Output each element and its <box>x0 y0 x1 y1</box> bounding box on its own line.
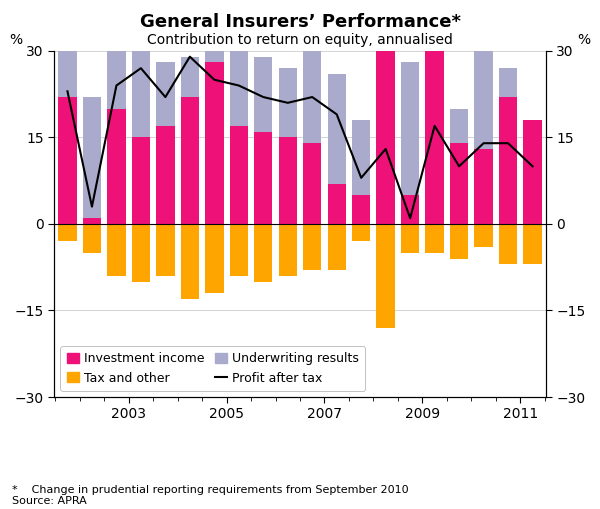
Text: General Insurers’ Performance*: General Insurers’ Performance* <box>139 13 461 31</box>
Bar <box>523 224 542 264</box>
Profit after tax <box>358 175 365 181</box>
Bar <box>401 63 419 224</box>
Bar <box>132 137 150 224</box>
Bar <box>230 51 248 224</box>
Bar <box>376 224 395 328</box>
Bar <box>205 22 224 224</box>
Bar <box>278 137 297 224</box>
Profit after tax <box>505 140 512 146</box>
Profit after tax <box>260 94 267 100</box>
Bar <box>58 97 77 224</box>
Bar <box>401 195 419 224</box>
Bar <box>450 224 468 259</box>
Profit after tax <box>162 94 169 100</box>
Bar <box>425 51 444 224</box>
Bar <box>328 74 346 224</box>
Profit after tax <box>88 204 95 210</box>
Bar <box>499 68 517 224</box>
Bar <box>376 51 395 224</box>
Profit after tax <box>186 53 193 60</box>
Bar <box>156 63 175 224</box>
Bar <box>278 224 297 276</box>
Bar <box>181 56 199 224</box>
Bar <box>475 149 493 224</box>
Bar <box>523 120 542 224</box>
Bar <box>156 224 175 276</box>
Profit after tax <box>137 65 145 71</box>
Bar <box>132 224 150 281</box>
Bar <box>58 224 77 241</box>
Bar <box>401 224 419 253</box>
Bar <box>303 51 322 224</box>
Bar <box>205 63 224 224</box>
Bar <box>376 97 395 224</box>
Text: %: % <box>577 34 590 47</box>
Bar <box>254 132 272 224</box>
Bar <box>230 224 248 276</box>
Bar <box>205 224 224 293</box>
Bar <box>230 126 248 224</box>
Profit after tax <box>382 146 389 152</box>
Bar <box>181 224 199 299</box>
Text: *    Change in prudential reporting requirements from September 2010
Source: APR: * Change in prudential reporting require… <box>12 485 409 506</box>
Bar <box>107 224 125 276</box>
Profit after tax <box>113 82 120 89</box>
Bar <box>475 22 493 224</box>
Bar <box>352 224 370 241</box>
Bar <box>83 97 101 224</box>
Bar <box>450 143 468 224</box>
Profit after tax <box>235 82 242 89</box>
Bar <box>425 224 444 253</box>
Bar <box>132 16 150 224</box>
Bar <box>303 224 322 270</box>
Bar <box>83 218 101 224</box>
Bar <box>499 97 517 224</box>
Profit after tax <box>333 111 340 118</box>
Bar <box>425 63 444 224</box>
Bar <box>278 68 297 224</box>
Bar <box>58 45 77 224</box>
Bar <box>328 184 346 224</box>
Bar <box>181 97 199 224</box>
Profit after tax <box>407 215 414 221</box>
Bar <box>499 224 517 264</box>
Legend: Investment income, Tax and other, Underwriting results, Profit after tax: Investment income, Tax and other, Underw… <box>60 346 365 391</box>
Bar <box>254 56 272 224</box>
Profit after tax <box>455 163 463 169</box>
Bar <box>450 108 468 224</box>
Profit after tax <box>308 94 316 100</box>
Bar <box>156 126 175 224</box>
Bar <box>303 143 322 224</box>
Bar <box>475 224 493 247</box>
Profit after tax <box>529 163 536 169</box>
Bar <box>83 224 101 253</box>
Bar <box>107 108 125 224</box>
Bar <box>352 195 370 224</box>
Bar <box>352 120 370 224</box>
Profit after tax <box>211 77 218 83</box>
Bar <box>523 137 542 224</box>
Profit after tax <box>64 88 71 94</box>
Bar <box>328 224 346 270</box>
Profit after tax <box>284 100 292 106</box>
Line: Profit after tax: Profit after tax <box>67 56 533 218</box>
Bar <box>107 22 125 224</box>
Profit after tax <box>431 123 438 129</box>
Profit after tax <box>480 140 487 146</box>
Text: %: % <box>10 34 23 47</box>
Text: Contribution to return on equity, annualised: Contribution to return on equity, annual… <box>147 33 453 47</box>
Bar <box>254 224 272 281</box>
